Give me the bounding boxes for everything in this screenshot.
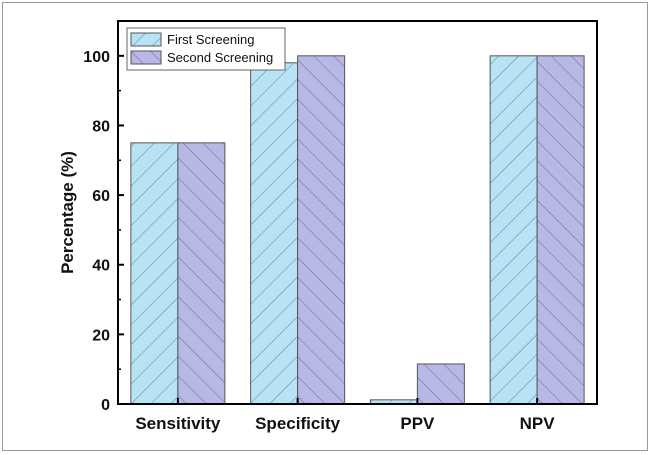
y-axis-title: Percentage (%)	[58, 151, 77, 274]
plot-area-border	[117, 20, 598, 405]
legend-label: First Screening	[167, 32, 254, 47]
y-tick-label: 0	[101, 397, 110, 414]
bars-group	[130, 55, 585, 405]
x-tick-label: PPV	[400, 414, 435, 433]
y-tick-label: 80	[92, 118, 110, 135]
legend-swatch	[130, 50, 162, 65]
y-tick-label: 20	[92, 327, 110, 344]
x-tick-label: Specificity	[255, 414, 341, 433]
bar-ppv-series-2	[416, 363, 465, 405]
bar-npv-series-2	[536, 55, 585, 405]
bar-specificity-series-2	[297, 55, 346, 405]
bar-sensitivity-series-1	[130, 142, 179, 405]
bar-npv-series-1	[489, 55, 538, 405]
legend-swatch	[130, 32, 162, 47]
x-tick-label: Sensitivity	[135, 414, 221, 433]
x-tick-label: NPV	[520, 414, 556, 433]
y-tick-label: 100	[83, 49, 110, 66]
legend: First Screening Second Screening	[126, 27, 286, 71]
x-axis: Sensitivity Specificity PPV NPV	[135, 398, 555, 433]
y-tick-label: 40	[92, 258, 110, 275]
legend-label: Second Screening	[167, 50, 273, 65]
bar-sensitivity-series-2	[177, 142, 226, 405]
y-tick-label: 60	[92, 188, 110, 205]
bar-specificity-series-1	[250, 62, 299, 405]
y-axis: 0 20 40 60 80 100	[83, 49, 124, 414]
